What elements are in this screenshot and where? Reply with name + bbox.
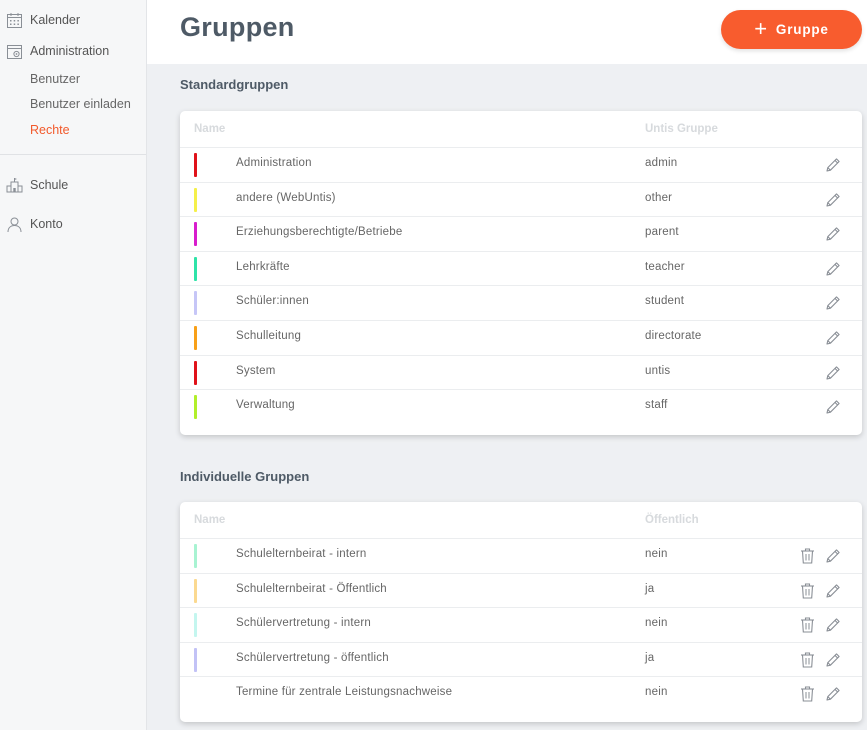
table-row[interactable]: Schülervertretung - intern nein <box>180 607 862 642</box>
group-value: directorate <box>645 330 702 342</box>
group-value: nein <box>645 686 668 699</box>
col-head-public: Öffentlich <box>645 514 699 526</box>
group-color-bar <box>194 326 197 350</box>
col-head-untis: Untis Gruppe <box>645 123 718 135</box>
group-color-bar <box>194 578 197 603</box>
trash-icon[interactable] <box>800 547 815 565</box>
group-value: nein <box>645 548 668 560</box>
group-name: Erziehungsberechtigte/Betriebe <box>236 226 403 239</box>
sidebar: Kalender Administration Benutzer Benutze… <box>0 0 147 730</box>
nav-konto-label: Konto <box>30 217 63 231</box>
nav-kalender-label: Kalender <box>30 13 81 27</box>
pencil-icon[interactable] <box>824 616 842 634</box>
group-color-bar <box>194 647 197 672</box>
group-value: ja <box>645 582 655 595</box>
group-value: nein <box>645 617 668 630</box>
sidebar-divider <box>0 154 146 155</box>
nav-benutzer-einladen[interactable]: Benutzer einladen <box>30 97 131 111</box>
group-color-bar <box>194 222 197 247</box>
table-row[interactable]: Termine für zentrale Leistungsnachweise n… <box>180 676 862 711</box>
group-name: Schulelternbeirat - intern <box>236 548 367 560</box>
pencil-icon[interactable] <box>824 225 842 243</box>
nav-administration-label: Administration <box>30 44 110 58</box>
col-head-name: Name <box>194 514 226 526</box>
group-color-bar <box>194 395 197 420</box>
group-name: Administration <box>236 157 312 169</box>
group-name: Schüler:innen <box>236 295 309 308</box>
group-value: untis <box>645 364 671 377</box>
user-icon <box>5 215 23 233</box>
plus-icon: + <box>754 15 768 41</box>
group-color-bar <box>194 544 197 568</box>
add-group-button[interactable]: + Gruppe <box>721 10 862 49</box>
nav-administration[interactable]: Administration <box>5 41 109 61</box>
group-color-bar <box>194 360 197 385</box>
table-row[interactable]: Schulelternbeirat - Öffentlich ja <box>180 572 862 608</box>
trash-icon[interactable] <box>800 685 815 703</box>
group-name: andere (WebUntis) <box>236 191 336 204</box>
standard-groups-table: Name Untis Gruppe Administration admin and… <box>180 111 862 435</box>
group-name: System <box>236 364 276 377</box>
group-color-bar <box>194 291 197 316</box>
table-row[interactable]: Erziehungsberechtigte/Betriebe parent <box>180 216 862 251</box>
school-icon <box>5 176 23 194</box>
add-group-label: Gruppe <box>775 22 829 37</box>
pencil-icon[interactable] <box>824 398 842 416</box>
table-row[interactable]: Schüler:innen student <box>180 285 862 320</box>
page-title: Gruppen <box>180 12 295 42</box>
trash-icon[interactable] <box>800 582 815 600</box>
nav-schule[interactable]: Schule <box>5 175 68 195</box>
pencil-icon[interactable] <box>824 582 842 600</box>
nav-rechte[interactable]: Rechte <box>30 123 70 137</box>
trash-icon[interactable] <box>800 616 815 634</box>
group-color-bar <box>194 256 197 281</box>
table-row[interactable]: andere (WebUntis) other <box>180 181 862 217</box>
individual-groups-table: Name Öffentlich Schulelternbeirat - inte… <box>180 502 862 722</box>
nav-konto[interactable]: Konto <box>5 214 63 234</box>
group-value: ja <box>645 651 655 664</box>
group-color-bar <box>194 153 197 177</box>
table-row[interactable]: Verwaltung staff <box>180 389 862 424</box>
table-row[interactable]: System untis <box>180 354 862 390</box>
group-value: admin <box>645 157 678 169</box>
group-value: parent <box>645 226 679 239</box>
nav-kalender[interactable]: Kalender <box>5 10 80 30</box>
individual-section-title: Individuelle Gruppen <box>180 469 310 484</box>
standard-section-title: Standardgruppen <box>180 77 289 92</box>
group-name: Schulelternbeirat - Öffentlich <box>236 582 387 595</box>
table-row[interactable]: Schulelternbeirat - intern nein <box>180 538 862 573</box>
trash-icon[interactable] <box>800 651 815 669</box>
pencil-icon[interactable] <box>824 294 842 312</box>
pencil-icon[interactable] <box>824 156 842 174</box>
nav-benutzer[interactable]: Benutzer <box>30 72 81 86</box>
table-row[interactable]: Administration admin <box>180 147 862 182</box>
group-name: Lehrkräfte <box>236 260 290 273</box>
group-name: Schülervertretung - öffentlich <box>236 651 389 664</box>
group-name: Schulleitung <box>236 330 302 342</box>
col-head-name: Name <box>194 123 226 135</box>
pencil-icon[interactable] <box>824 329 842 347</box>
group-value: other <box>645 191 673 204</box>
group-value: student <box>645 295 685 308</box>
pencil-icon[interactable] <box>824 685 842 703</box>
page-header: Gruppen + Gruppe <box>147 0 867 64</box>
table-row[interactable]: Lehrkräfte teacher <box>180 250 862 286</box>
table-row[interactable]: Schülervertretung - öffentlich ja <box>180 641 862 677</box>
pencil-icon[interactable] <box>824 651 842 669</box>
group-color-bar <box>194 613 197 638</box>
group-value: teacher <box>645 260 685 273</box>
calendar-icon <box>5 11 23 29</box>
pencil-icon[interactable] <box>824 191 842 209</box>
pencil-icon[interactable] <box>824 547 842 565</box>
pencil-icon[interactable] <box>824 364 842 382</box>
group-value: staff <box>645 399 668 412</box>
pencil-icon[interactable] <box>824 260 842 278</box>
admin-settings-icon <box>5 42 23 60</box>
group-name: Termine für zentrale Leistungsnachweise <box>236 686 453 699</box>
group-name: Verwaltung <box>236 399 295 412</box>
nav-schule-label: Schule <box>30 178 69 192</box>
group-name: Schülervertretung - intern <box>236 617 371 630</box>
table-row[interactable]: Schulleitung directorate <box>180 320 862 355</box>
group-color-bar <box>194 187 197 212</box>
